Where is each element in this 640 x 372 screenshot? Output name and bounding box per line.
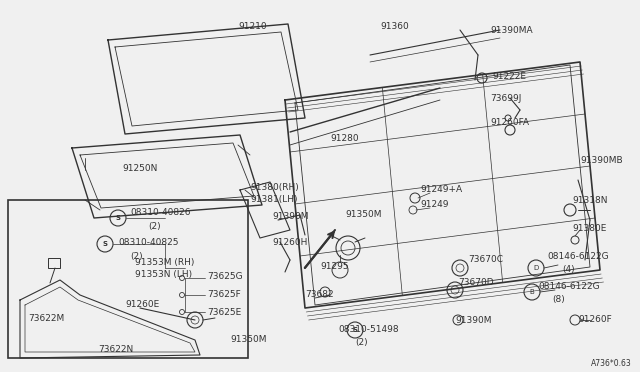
Bar — [48, 258, 60, 268]
Text: 73670D: 73670D — [458, 278, 493, 287]
Text: 91280: 91280 — [330, 134, 358, 143]
Text: 91260F: 91260F — [578, 315, 612, 324]
Text: 73699J: 73699J — [490, 94, 522, 103]
Text: 91380(RH): 91380(RH) — [250, 183, 299, 192]
Text: 08146-6122G: 08146-6122G — [547, 252, 609, 261]
Text: 91260E: 91260E — [125, 300, 159, 309]
Text: 91390M: 91390M — [272, 212, 308, 221]
Text: (2): (2) — [355, 338, 367, 347]
Text: S: S — [115, 215, 120, 221]
Text: 73622N: 73622N — [98, 345, 133, 354]
Text: 91350M: 91350M — [230, 335, 266, 344]
Text: 91222E: 91222E — [492, 72, 526, 81]
Text: 91318N: 91318N — [572, 196, 607, 205]
Text: 91390M: 91390M — [455, 316, 492, 325]
Text: 91250N: 91250N — [122, 164, 157, 173]
Text: 73625G: 73625G — [207, 272, 243, 281]
Text: 73625F: 73625F — [207, 290, 241, 299]
Text: 91210: 91210 — [238, 22, 267, 31]
Text: 08146-6122G: 08146-6122G — [538, 282, 600, 291]
Text: 73625E: 73625E — [207, 308, 241, 317]
Text: 91353N (LH): 91353N (LH) — [135, 270, 192, 279]
Text: 91260H: 91260H — [272, 238, 307, 247]
Text: B: B — [530, 289, 534, 295]
Text: 08310-51498: 08310-51498 — [338, 325, 399, 334]
Text: 91360: 91360 — [380, 22, 409, 31]
Text: (2): (2) — [148, 222, 161, 231]
Text: S: S — [353, 327, 358, 333]
Text: D: D — [533, 265, 539, 271]
Text: S: S — [102, 241, 108, 247]
Text: A736*0.63: A736*0.63 — [591, 359, 632, 368]
Text: 91381(LH): 91381(LH) — [250, 195, 298, 204]
Text: 91380E: 91380E — [572, 224, 606, 233]
Text: 91249: 91249 — [420, 200, 449, 209]
Text: 08310-40825: 08310-40825 — [118, 238, 179, 247]
Text: 91295: 91295 — [320, 262, 349, 271]
Text: 91353M (RH): 91353M (RH) — [135, 258, 195, 267]
Bar — [8, 200, 248, 358]
Text: 73622M: 73622M — [28, 314, 64, 323]
Text: (4): (4) — [562, 265, 575, 274]
Text: 08310-40826: 08310-40826 — [130, 208, 191, 217]
Text: 73670C: 73670C — [468, 255, 503, 264]
Text: 91249+A: 91249+A — [420, 185, 462, 194]
Text: 91390MB: 91390MB — [580, 156, 623, 165]
Text: (2): (2) — [130, 252, 143, 261]
Text: 91350M: 91350M — [345, 210, 381, 219]
Text: (8): (8) — [552, 295, 564, 304]
Text: 91260FA: 91260FA — [490, 118, 529, 127]
Text: 73682: 73682 — [305, 290, 333, 299]
Text: 91390MA: 91390MA — [490, 26, 532, 35]
